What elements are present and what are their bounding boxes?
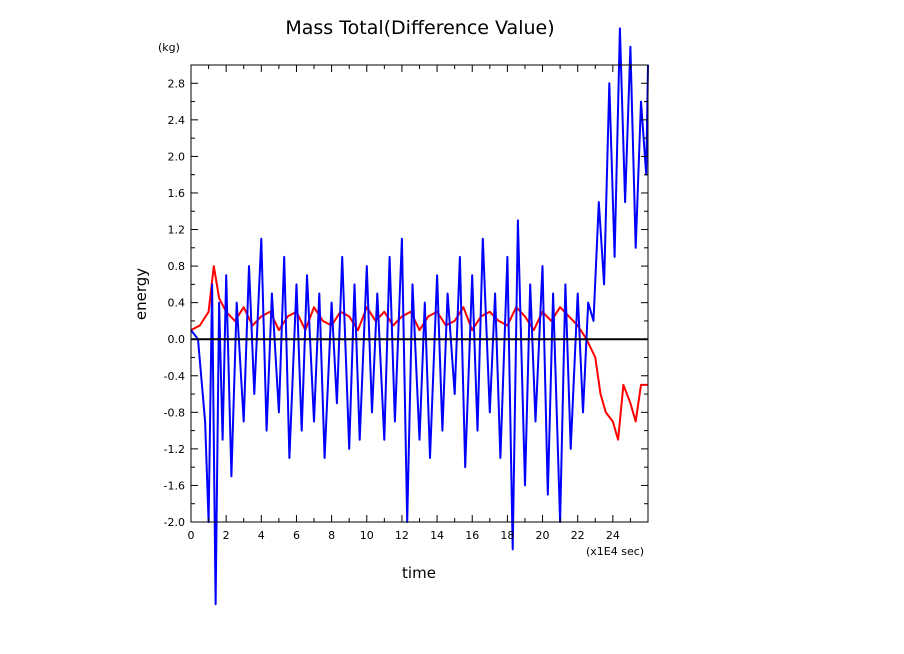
y-tick-label: 1.2 <box>168 224 186 237</box>
x-tick-label: 12 <box>395 529 409 542</box>
y-tick-label: -1.6 <box>164 479 185 492</box>
x-tick-label: 6 <box>293 529 300 542</box>
x-tick-label: 16 <box>465 529 479 542</box>
x-tick-label: 14 <box>430 529 444 542</box>
series-line-2 <box>190 27 649 606</box>
y-tick-label: -2.0 <box>164 516 185 529</box>
series-layer <box>190 27 649 606</box>
y-axis-label: energy <box>132 268 150 320</box>
chart-title: Mass Total(Difference Value) <box>285 17 554 39</box>
x-tick-label: 4 <box>258 529 265 542</box>
y-tick-label: -1.2 <box>164 443 185 456</box>
x-tick-label: 10 <box>360 529 374 542</box>
x-tick-label: 18 <box>500 529 514 542</box>
x-tick-label: 2 <box>223 529 230 542</box>
x-tick-label: 22 <box>571 529 585 542</box>
x-tick-label: 20 <box>536 529 550 542</box>
axis-layer: -2.0 -1.6 -1.2 -0.8 -0.4 0.0 0.4 0.8 1.2 1.6 2.0 2.… <box>164 64 649 542</box>
y-tick-label: 2.0 <box>168 150 186 163</box>
y-tick-label: 1.6 <box>168 187 186 200</box>
y-tick-label: 2.8 <box>168 77 186 90</box>
x-tick-label: 24 <box>606 529 620 542</box>
y-axis-unit: (kg) <box>158 41 180 54</box>
y-tick-label: 0.4 <box>168 297 186 310</box>
y-tick-label: 0.8 <box>168 260 186 273</box>
x-tick-label: 8 <box>328 529 335 542</box>
y-tick-label: 0.0 <box>168 333 186 346</box>
y-tick-label: -0.4 <box>164 370 185 383</box>
y-tick-label: 2.4 <box>168 114 186 127</box>
x-tick-label: 0 <box>188 529 195 542</box>
y-tick-label: -0.8 <box>164 406 185 419</box>
x-axis-unit: (x1E4 sec) <box>586 545 644 558</box>
x-axis-label: time <box>402 564 436 582</box>
